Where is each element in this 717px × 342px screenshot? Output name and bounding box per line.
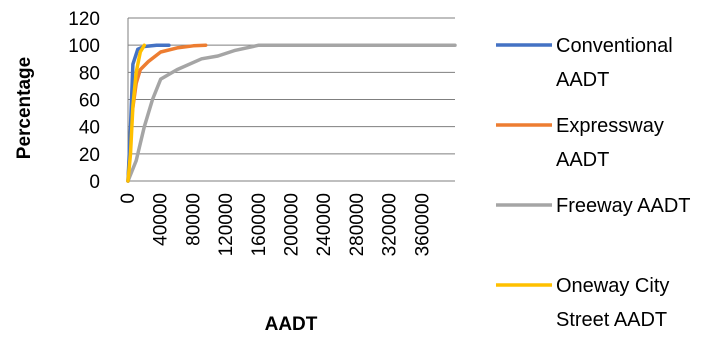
gridlines <box>127 17 455 182</box>
y-tick-label: 40 <box>79 118 100 139</box>
x-axis-ticks: 0 40000 80000 120000 160000 200000 240000 28000… <box>118 193 433 256</box>
legend-label: AADT <box>556 69 609 91</box>
legend: Conventional AADT Expressway AADT Freeway AA… <box>496 35 690 331</box>
x-tick-label: 0 <box>118 193 139 204</box>
y-tick-label: 20 <box>79 145 100 166</box>
y-axis-title: Percentage <box>14 57 35 159</box>
series-line-oneway-city-street-aadt <box>126 43 147 183</box>
legend-label: Oneway City <box>556 275 669 297</box>
x-tick-label: 160000 <box>249 193 270 256</box>
legend-label: Street AADT <box>556 309 667 331</box>
series-lines <box>126 43 457 183</box>
legend-label: AADT <box>556 149 609 171</box>
y-tick-label: 100 <box>68 36 100 57</box>
legend-label: Conventional <box>556 35 673 57</box>
x-tick-label: 120000 <box>216 193 237 256</box>
x-tick-label: 280000 <box>347 193 368 256</box>
x-tick-label: 240000 <box>314 193 335 256</box>
y-tick-label: 80 <box>79 63 100 84</box>
legend-label: Expressway <box>556 115 664 137</box>
y-tick-label: 0 <box>89 172 100 193</box>
x-tick-label: 320000 <box>380 193 401 256</box>
y-tick-label: 120 <box>68 9 100 30</box>
x-axis-title: AADT <box>265 314 318 335</box>
x-tick-label: 80000 <box>183 193 204 246</box>
x-tick-label: 360000 <box>412 193 433 256</box>
legend-label: Freeway AADT <box>556 195 690 217</box>
y-axis-ticks: 0 20 40 60 80 100 120 <box>68 9 100 193</box>
x-tick-label: 40000 <box>151 193 172 246</box>
y-tick-label: 60 <box>79 91 100 112</box>
series-line-freeway-aadt <box>126 43 457 183</box>
series-line-expressway-aadt <box>126 43 208 183</box>
x-tick-label: 200000 <box>282 193 303 256</box>
